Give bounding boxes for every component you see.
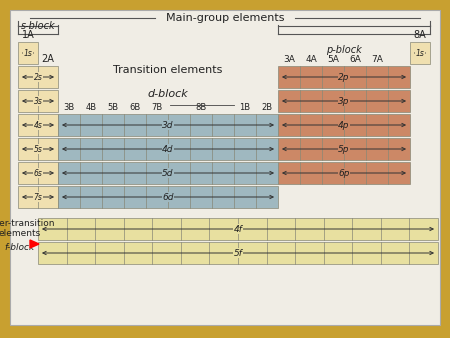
Text: 4s: 4s (34, 121, 42, 129)
Text: elements: elements (0, 230, 41, 239)
Text: 4B: 4B (86, 102, 97, 112)
Text: Inner-transition: Inner-transition (0, 218, 55, 227)
Bar (278, 138, 410, 160)
Text: 8A: 8A (414, 30, 427, 40)
Bar (18, 186, 58, 208)
Text: 7s: 7s (34, 193, 42, 201)
Text: 3d: 3d (162, 121, 174, 129)
Text: Main-group elements: Main-group elements (166, 13, 284, 23)
Text: p-block: p-block (326, 45, 362, 55)
Text: s-block: s-block (21, 21, 55, 31)
Text: 6s: 6s (34, 169, 42, 177)
Polygon shape (30, 240, 39, 248)
Bar (58, 138, 278, 160)
Text: 6p: 6p (338, 169, 350, 177)
Text: 8B: 8B (195, 102, 207, 112)
Text: 3p: 3p (338, 97, 350, 105)
Bar (58, 162, 278, 184)
Bar (58, 114, 278, 136)
Bar (58, 186, 278, 208)
Text: 3s: 3s (34, 97, 42, 105)
Bar (38, 218, 438, 240)
Text: 1A: 1A (22, 30, 34, 40)
Bar (18, 138, 58, 160)
Text: 2B: 2B (261, 102, 273, 112)
Text: 1B: 1B (239, 102, 251, 112)
Text: 7A: 7A (371, 54, 383, 64)
Bar (278, 90, 410, 112)
Bar (18, 162, 58, 184)
Bar (18, 114, 58, 136)
Text: 4p: 4p (338, 121, 350, 129)
Text: 5s: 5s (34, 145, 42, 153)
Bar (278, 162, 410, 184)
Text: 4A: 4A (305, 54, 317, 64)
Text: 5B: 5B (108, 102, 118, 112)
Text: 2p: 2p (338, 72, 350, 81)
Text: f-block: f-block (5, 242, 35, 251)
Text: Transition elements: Transition elements (113, 65, 223, 75)
Text: 6B: 6B (130, 102, 140, 112)
Text: 3A: 3A (283, 54, 295, 64)
Text: 4f: 4f (234, 224, 243, 234)
Text: 2A: 2A (41, 54, 54, 64)
Text: 6d: 6d (162, 193, 174, 201)
Text: d-block: d-block (148, 89, 189, 99)
Text: 5p: 5p (338, 145, 350, 153)
Text: 5A: 5A (327, 54, 339, 64)
Bar (18, 90, 58, 112)
Bar (38, 242, 438, 264)
Text: 3B: 3B (63, 102, 75, 112)
Text: 1s: 1s (415, 48, 424, 57)
Text: 5f: 5f (234, 248, 243, 258)
Text: 4d: 4d (162, 145, 174, 153)
Text: 6A: 6A (349, 54, 361, 64)
Bar (278, 66, 410, 88)
Text: 1s: 1s (23, 48, 32, 57)
Bar (18, 42, 38, 64)
Text: 5d: 5d (162, 169, 174, 177)
Text: 2s: 2s (34, 72, 42, 81)
Bar (18, 66, 58, 88)
Bar (410, 42, 430, 64)
Text: 7B: 7B (151, 102, 162, 112)
Bar (278, 114, 410, 136)
